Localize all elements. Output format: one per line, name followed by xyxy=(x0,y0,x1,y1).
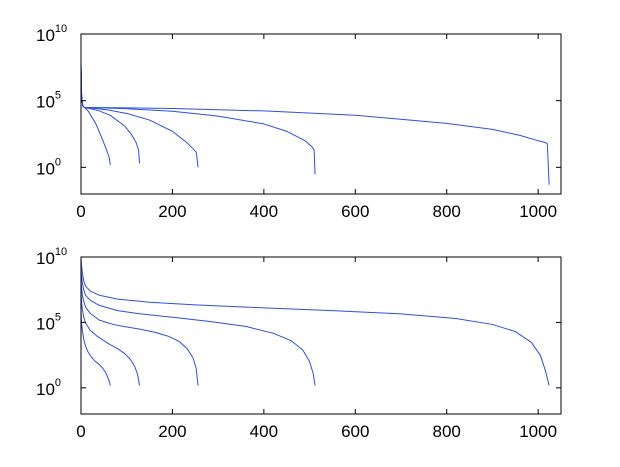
top-chart: 0 200 400 600 800 1000 100 105 1010 xyxy=(36,23,562,221)
series-line-1 xyxy=(80,312,111,386)
y-tick-label: 100 xyxy=(36,156,61,178)
series-line-5 xyxy=(80,258,550,386)
series-line-2 xyxy=(80,291,141,386)
x-tick-label: 200 xyxy=(158,202,186,221)
x-tick-label: 800 xyxy=(433,422,461,441)
series-line-4 xyxy=(80,267,316,386)
x-tick-label: 600 xyxy=(341,422,369,441)
y-tick-label: 105 xyxy=(36,90,61,112)
series-line-3 xyxy=(80,64,199,168)
plot-frame xyxy=(80,256,562,415)
x-tick-label: 600 xyxy=(341,202,369,221)
y-tick-label: 1010 xyxy=(36,246,67,268)
x-tick-label: 0 xyxy=(76,202,85,221)
x-tick-label: 400 xyxy=(250,422,278,441)
y-tick-label: 1010 xyxy=(36,23,67,45)
y-tick-label: 105 xyxy=(36,311,61,333)
bottom-chart: 0 200 400 600 800 1000 100 105 1010 xyxy=(36,246,562,441)
y-tick-label: 100 xyxy=(36,377,61,399)
x-tick-label: 0 xyxy=(76,422,85,441)
series-line-3 xyxy=(80,279,199,386)
x-tick-label: 400 xyxy=(250,202,278,221)
series-line-1 xyxy=(80,64,111,166)
plot-frame xyxy=(80,33,562,195)
x-tick-label: 1000 xyxy=(519,422,557,441)
x-tick-label: 200 xyxy=(158,422,186,441)
x-tick-label: 1000 xyxy=(519,202,557,221)
series-line-5 xyxy=(80,64,550,185)
x-tick-label: 800 xyxy=(433,202,461,221)
